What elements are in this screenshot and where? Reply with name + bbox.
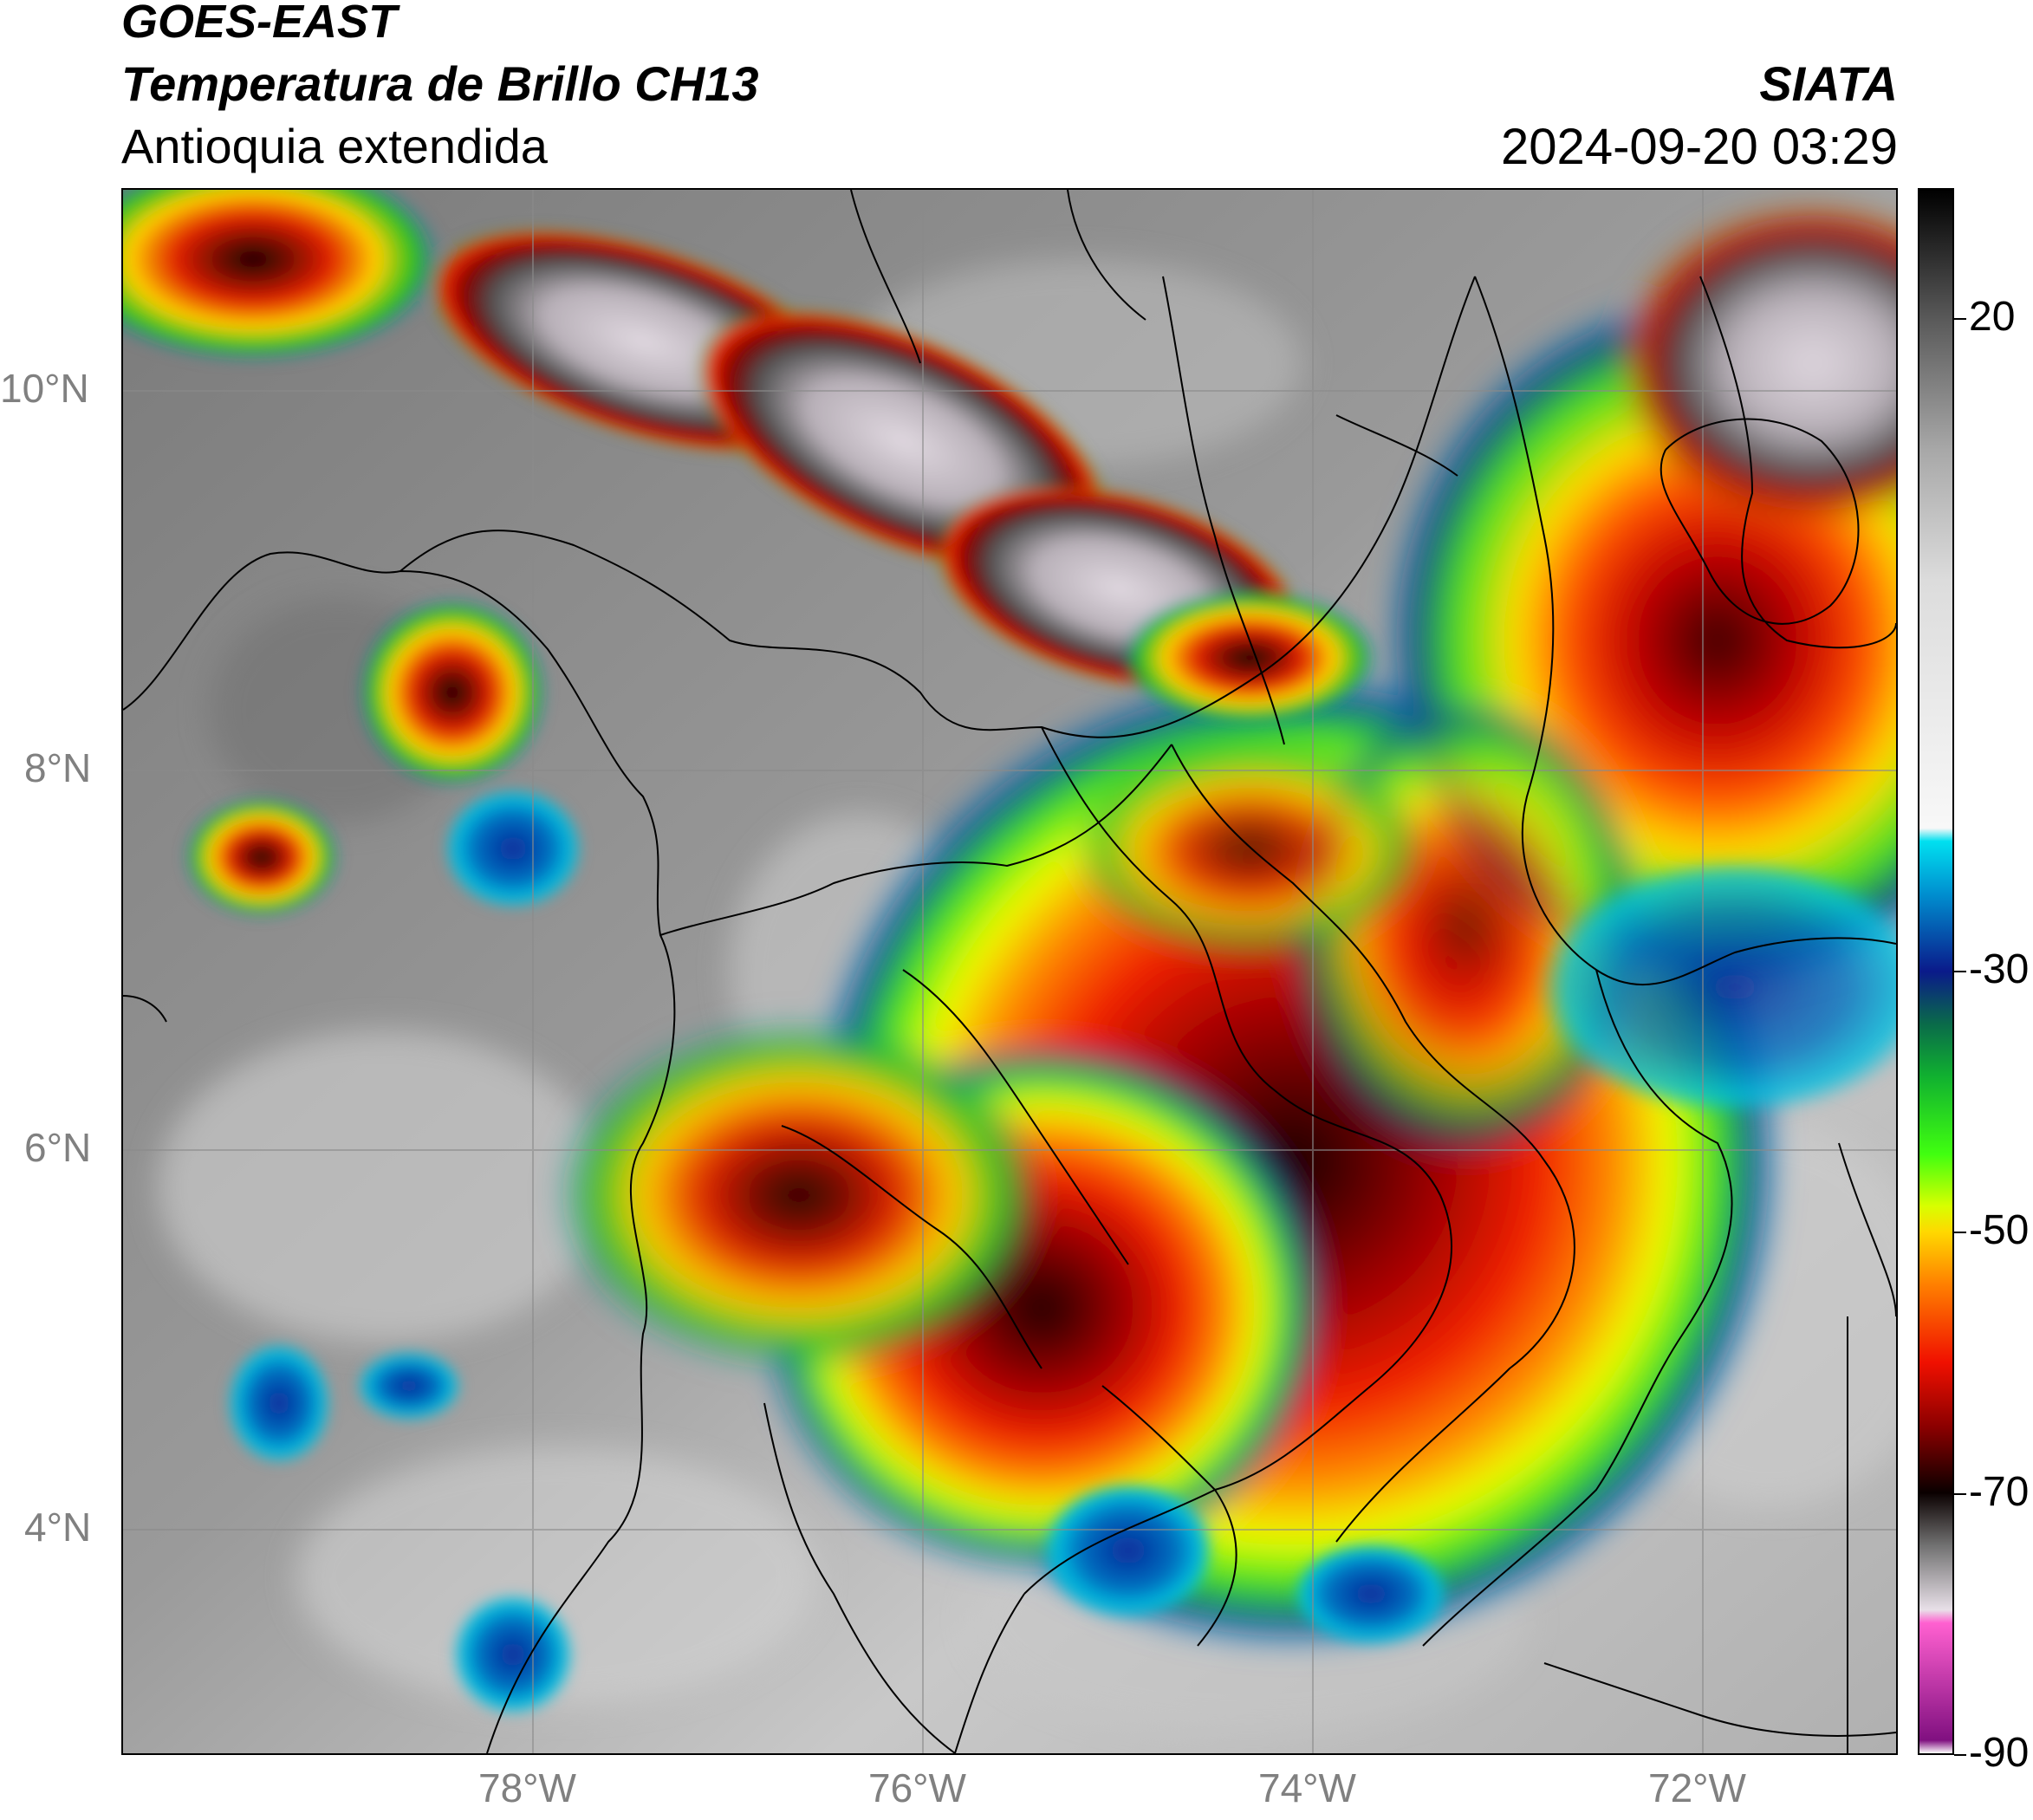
northern-cloud-band — [123, 190, 1896, 1715]
satellite-title: GOES-EAST — [121, 0, 398, 48]
colorbar-tick-label: -30 — [1969, 946, 2030, 992]
borders — [123, 190, 1896, 1753]
agency-label: SIATA — [1759, 56, 1898, 111]
lon-tick-label: 74°W — [1258, 1765, 1356, 1810]
colorbar-tick — [1954, 1754, 1966, 1756]
colorbar-tick-label: -50 — [1969, 1207, 2030, 1254]
datetime-label: 2024-09-20 03:29 — [1501, 119, 1898, 175]
colorbar-tick — [1954, 971, 1966, 972]
lat-tick-label: 4°N — [24, 1505, 92, 1550]
colorbar-tick-label: 20 — [1969, 293, 2016, 340]
region-subtitle: Antioquia extendida — [121, 119, 548, 173]
colorbar — [1918, 188, 1954, 1755]
colorbar-tick — [1954, 1232, 1966, 1234]
lat-tick-label: 10°N — [0, 366, 89, 411]
colorbar-tick — [1954, 1492, 1966, 1495]
lon-tick-label: 72°W — [1648, 1765, 1746, 1810]
lon-tick-label: 78°W — [478, 1765, 576, 1810]
colorbar-tick-label: -90 — [1969, 1730, 2030, 1776]
colorbar-tick — [1954, 317, 1966, 320]
lat-tick-label: 8°N — [24, 745, 92, 790]
colorbar-tick-label: -70 — [1969, 1468, 2030, 1515]
lat-tick-label: 6°N — [24, 1125, 92, 1170]
product-title: Temperatura de Brillo CH13 — [121, 56, 759, 111]
lon-tick-label: 76°W — [868, 1765, 966, 1810]
graticule — [123, 190, 1896, 1753]
map-svg — [123, 190, 1896, 1753]
satellite-map[interactable] — [121, 188, 1898, 1755]
